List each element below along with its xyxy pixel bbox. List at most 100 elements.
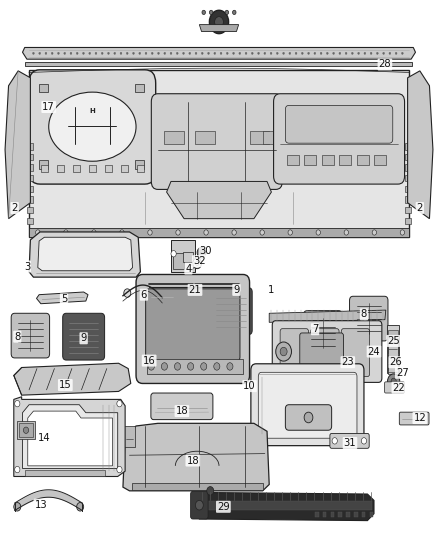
Circle shape xyxy=(124,289,131,297)
Circle shape xyxy=(174,363,180,370)
Text: 3: 3 xyxy=(24,262,30,271)
Circle shape xyxy=(239,52,240,54)
Circle shape xyxy=(209,10,213,14)
Bar xyxy=(164,131,184,144)
Text: 8: 8 xyxy=(14,332,21,342)
Polygon shape xyxy=(123,423,269,491)
Text: 32: 32 xyxy=(193,256,206,266)
Bar xyxy=(132,483,263,490)
Circle shape xyxy=(227,363,233,370)
Bar xyxy=(57,165,64,172)
Circle shape xyxy=(276,342,291,361)
Text: 23: 23 xyxy=(342,357,354,367)
Bar xyxy=(339,155,351,165)
Text: 28: 28 xyxy=(378,60,391,69)
Circle shape xyxy=(377,52,378,54)
Text: 31: 31 xyxy=(344,438,356,448)
Circle shape xyxy=(152,52,153,54)
Bar xyxy=(135,160,144,168)
FancyBboxPatch shape xyxy=(11,313,49,358)
Circle shape xyxy=(389,52,391,54)
FancyBboxPatch shape xyxy=(210,288,252,335)
Circle shape xyxy=(202,10,205,14)
Text: 1: 1 xyxy=(268,286,275,295)
Bar xyxy=(362,512,365,518)
Circle shape xyxy=(332,438,337,444)
Circle shape xyxy=(199,250,204,255)
Circle shape xyxy=(372,230,377,235)
Circle shape xyxy=(189,52,191,54)
FancyBboxPatch shape xyxy=(191,491,208,519)
Bar xyxy=(27,143,33,150)
Polygon shape xyxy=(199,25,239,31)
Circle shape xyxy=(89,52,91,54)
Circle shape xyxy=(308,52,310,54)
Circle shape xyxy=(197,247,206,258)
Bar xyxy=(405,185,411,192)
Circle shape xyxy=(283,52,284,54)
Text: 16: 16 xyxy=(143,356,155,366)
Bar xyxy=(27,207,33,213)
FancyBboxPatch shape xyxy=(385,382,405,393)
Circle shape xyxy=(258,52,259,54)
Circle shape xyxy=(320,52,322,54)
Circle shape xyxy=(301,52,303,54)
Circle shape xyxy=(187,286,194,294)
Circle shape xyxy=(108,52,110,54)
Circle shape xyxy=(161,363,167,370)
FancyBboxPatch shape xyxy=(286,106,393,143)
Text: 26: 26 xyxy=(389,357,402,367)
Circle shape xyxy=(233,52,234,54)
Circle shape xyxy=(345,52,347,54)
Circle shape xyxy=(158,52,159,54)
Circle shape xyxy=(127,52,128,54)
Circle shape xyxy=(326,52,328,54)
Circle shape xyxy=(120,52,122,54)
Circle shape xyxy=(344,230,349,235)
FancyBboxPatch shape xyxy=(251,364,364,446)
FancyBboxPatch shape xyxy=(63,313,105,360)
FancyBboxPatch shape xyxy=(286,405,332,430)
Circle shape xyxy=(45,52,47,54)
Circle shape xyxy=(215,17,223,27)
Bar xyxy=(405,175,411,181)
Polygon shape xyxy=(29,70,409,237)
Circle shape xyxy=(288,230,293,235)
Bar xyxy=(27,196,33,203)
Bar xyxy=(250,131,269,144)
Bar xyxy=(27,185,33,192)
Bar xyxy=(183,252,193,262)
Bar xyxy=(331,512,334,518)
Bar xyxy=(29,228,409,237)
Text: 15: 15 xyxy=(59,380,72,390)
Circle shape xyxy=(316,230,321,235)
Polygon shape xyxy=(14,397,125,477)
Circle shape xyxy=(204,230,208,235)
Circle shape xyxy=(117,400,122,407)
Text: 9: 9 xyxy=(233,285,240,295)
Circle shape xyxy=(70,52,72,54)
Bar xyxy=(405,207,411,213)
Circle shape xyxy=(260,230,265,235)
Bar xyxy=(39,160,48,168)
Text: 2: 2 xyxy=(11,203,18,213)
Text: 12: 12 xyxy=(413,413,426,423)
Text: H: H xyxy=(89,108,95,114)
FancyBboxPatch shape xyxy=(350,296,388,341)
Circle shape xyxy=(145,52,147,54)
Polygon shape xyxy=(269,310,386,322)
Circle shape xyxy=(120,230,124,235)
Bar xyxy=(388,342,399,374)
Text: 10: 10 xyxy=(243,381,256,391)
Circle shape xyxy=(14,503,21,511)
Circle shape xyxy=(245,52,247,54)
Circle shape xyxy=(23,427,28,433)
Bar xyxy=(304,155,316,165)
Circle shape xyxy=(57,52,59,54)
Circle shape xyxy=(176,230,180,235)
FancyBboxPatch shape xyxy=(311,329,339,376)
Polygon shape xyxy=(166,181,272,219)
Text: 5: 5 xyxy=(61,294,67,304)
Bar xyxy=(27,217,33,224)
Polygon shape xyxy=(14,364,131,395)
